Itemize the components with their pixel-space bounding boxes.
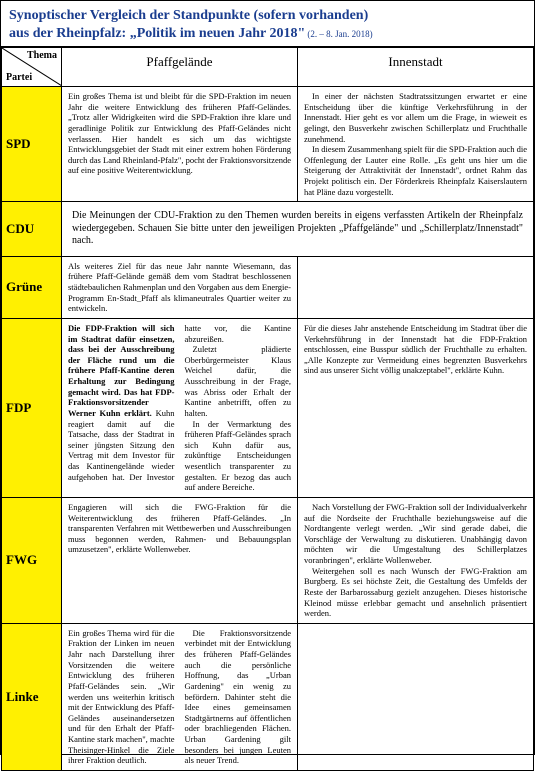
- corner-cell: Thema Partei: [2, 48, 62, 87]
- gruene-col1-text: Als weiteres Ziel für das neue Jahr nann…: [68, 261, 291, 314]
- linke-col1-p2: Die Fraktionsvorsitzende verbindet mit d…: [185, 628, 292, 766]
- comparison-table: Thema Partei Pfaffgelände Innenstadt SPD…: [1, 47, 534, 771]
- spd-col2: In einer der nächsten Stadtratssitzungen…: [298, 87, 534, 202]
- fwg-col1: Engagieren will sich die FWG-Fraktion fü…: [62, 497, 298, 623]
- party-gruene: Grüne: [2, 256, 62, 318]
- spd-col1-text: Ein großes Thema ist und bleibt für die …: [68, 91, 291, 175]
- header-row: Thema Partei Pfaffgelände Innenstadt: [2, 48, 534, 87]
- fwg-col2-p2: Weitergehen soll es nach Wunsch der FWG-…: [304, 566, 527, 619]
- party-spd: SPD: [2, 87, 62, 202]
- gruene-col1: Als weiteres Ziel für das neue Jahr nann…: [62, 256, 298, 318]
- col-header-2: Innenstadt: [298, 48, 534, 87]
- spd-col1: Ein großes Thema ist und bleibt für die …: [62, 87, 298, 202]
- linke-col1-p1: Ein großes Thema wird für die Fraktion d…: [68, 628, 175, 766]
- fwg-col2: Nach Vorstellung der FWG-Fraktion soll d…: [298, 497, 534, 623]
- page-frame: Synoptischer Vergleich der Standpunkte (…: [0, 0, 535, 755]
- party-fwg: FWG: [2, 497, 62, 623]
- linke-col2: [298, 623, 534, 770]
- fdp-col1: Die FDP-Fraktion will sich im Stadtrat d…: [62, 318, 298, 497]
- party-fdp: FDP: [2, 318, 62, 497]
- party-cdu: CDU: [2, 202, 62, 257]
- fdp-col2: Für die dieses Jahr anstehende Entscheid…: [298, 318, 534, 497]
- title-block: Synoptischer Vergleich der Standpunkte (…: [1, 1, 534, 47]
- spd-col2-p2: In diesem Zusammenhang spielt für die SP…: [304, 144, 527, 197]
- linke-col1: Ein großes Thema wird für die Fraktion d…: [62, 623, 298, 770]
- fdp-col1-p4: In der Vermarktung des früheren Pfaff-Ge…: [185, 419, 292, 493]
- row-fwg: FWG Engagieren will sich die FWG-Fraktio…: [2, 497, 534, 623]
- row-linke: Linke Ein großes Thema wird für die Frak…: [2, 623, 534, 770]
- row-cdu: CDU Die Meinungen der CDU-Fraktion zu de…: [2, 202, 534, 257]
- fwg-col1-text: Engagieren will sich die FWG-Fraktion fü…: [68, 502, 291, 555]
- fdp-col1-bold: Die FDP-Fraktion will sich im Stadtrat d…: [68, 323, 175, 418]
- title-line2: aus der Rheinpfalz: „Politik im neuen Ja…: [9, 25, 526, 43]
- title-line2-main: aus der Rheinpfalz: „Politik im neuen Ja…: [9, 26, 305, 41]
- title-line1: Synoptischer Vergleich der Standpunkte (…: [9, 7, 526, 25]
- row-spd: SPD Ein großes Thema ist und bleibt für …: [2, 87, 534, 202]
- spd-col2-p1: In einer der nächsten Stadtratssitzungen…: [304, 91, 527, 144]
- gruene-col2: [298, 256, 534, 318]
- fdp-col2-text: Für die dieses Jahr anstehende Entscheid…: [304, 323, 527, 376]
- fwg-col2-p1: Nach Vorstellung der FWG-Fraktion soll d…: [304, 502, 527, 566]
- row-gruene: Grüne Als weiteres Ziel für das neue Jah…: [2, 256, 534, 318]
- col-header-1: Pfaffgelände: [62, 48, 298, 87]
- cdu-merged: Die Meinungen der CDU-Fraktion zu den Th…: [62, 202, 534, 257]
- row-fdp: FDP Die FDP-Fraktion will sich im Stadtr…: [2, 318, 534, 497]
- title-date: (2. – 8. Jan. 2018): [307, 29, 372, 39]
- fdp-col1-p3: Zuletzt plädierte Oberbürgermeister Klau…: [185, 344, 292, 418]
- header-thema: Thema: [27, 50, 57, 63]
- header-partei: Partei: [6, 72, 32, 85]
- party-linke: Linke: [2, 623, 62, 770]
